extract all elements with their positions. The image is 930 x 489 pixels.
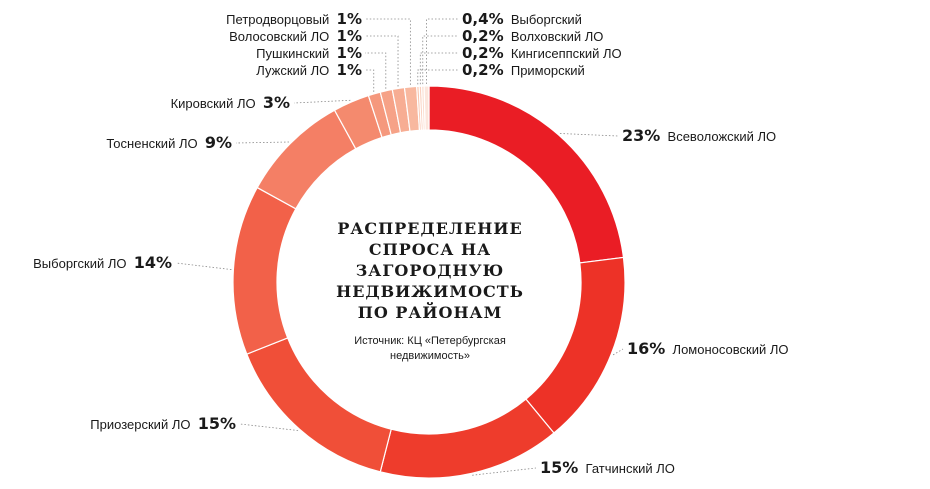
category-label: Кировский ЛО [170,96,256,111]
value-label: 0,4% [462,10,504,28]
pie-slice [232,186,297,355]
leader-line [472,467,537,476]
leader-line [426,18,458,85]
label-kingiseppsky: 0,2% Кингисеппский ЛО [462,44,622,63]
category-label: Волосовский ЛО [229,29,330,44]
leader-lines [175,18,624,476]
pie-slice [379,398,555,479]
label-kirovsky: Кировский ЛО 3% [171,94,290,113]
category-label: Тосненский ЛО [106,136,198,151]
label-primorsky: 0,2% Приморский [462,61,585,80]
category-label: Кингисеппский ЛО [510,46,622,61]
category-label: Выборгский ЛО [33,256,127,271]
value-label: 1% [336,61,362,79]
value-label: 1% [336,44,362,62]
value-label: 14% [133,253,172,272]
category-label: Приозерский ЛО [90,417,191,432]
category-label: Приморский [510,63,585,78]
value-label: 0,2% [462,44,504,62]
label-priozersky: Приозерский ЛО 15% [90,415,236,434]
value-label: 1% [336,27,362,45]
pie-slice [423,85,430,131]
label-volosovsky: Волосовский ЛО 1% [229,27,362,46]
chart-slices [232,85,626,479]
label-volkhovsky: 0,2% Волховский ЛО [462,27,603,46]
leader-line [235,141,290,144]
label-vyborgsky: 0,4% Выборгский [462,10,582,29]
category-label: Всеволожский ЛО [667,129,777,144]
category-label: Лужский ЛО [256,63,330,78]
leader-line [422,35,458,85]
value-label: 15% [197,414,236,433]
label-petrodvortsovy: Петродворцовый 1% [226,10,362,29]
label-gatchinsky: 15% Гатчинский ЛО [540,459,675,478]
value-label: 0,2% [462,61,504,79]
leader-line [365,18,411,85]
leader-line [365,69,375,92]
leader-line [365,35,399,87]
category-label: Петродворцовый [226,12,330,27]
label-vyborgsky-lo: Выборгский ЛО 14% [33,254,172,273]
chart-source: Источник: КЦ «Петербургская недвижимость… [354,335,506,362]
category-label: Волховский ЛО [510,29,604,44]
value-label: 9% [204,133,232,152]
leader-line [419,52,458,85]
leader-line [293,99,351,104]
category-label: Гатчинский ЛО [585,461,675,476]
leader-line [417,69,458,85]
value-label: 15% [540,458,579,477]
pie-slice [256,109,357,210]
leader-line [175,262,232,270]
value-label: 16% [627,339,666,358]
label-pushkinsky: Пушкинский 1% [256,44,362,63]
category-label: Ломоносовский ЛО [672,342,789,357]
chart-title: Распределение спроса на загородную недви… [336,219,524,322]
leader-line [365,52,387,89]
value-label: 1% [336,10,362,28]
pie-slice [525,256,626,434]
leader-line [612,348,624,356]
label-vsevolozhsky: 23% Всеволожский ЛО [622,127,776,146]
label-tosnensky: Тосненский ЛО 9% [106,134,232,153]
leader-line [559,133,619,137]
value-label: 0,2% [462,27,504,45]
leader-line [239,423,299,431]
label-lomonosovsky: 16% Ломоносовский ЛО [627,340,788,359]
label-luzhsky: Лужский ЛО 1% [256,61,362,80]
value-label: 3% [262,93,290,112]
value-label: 23% [622,126,661,145]
category-label: Пушкинский [256,46,330,61]
category-label: Выборгский [510,12,582,27]
